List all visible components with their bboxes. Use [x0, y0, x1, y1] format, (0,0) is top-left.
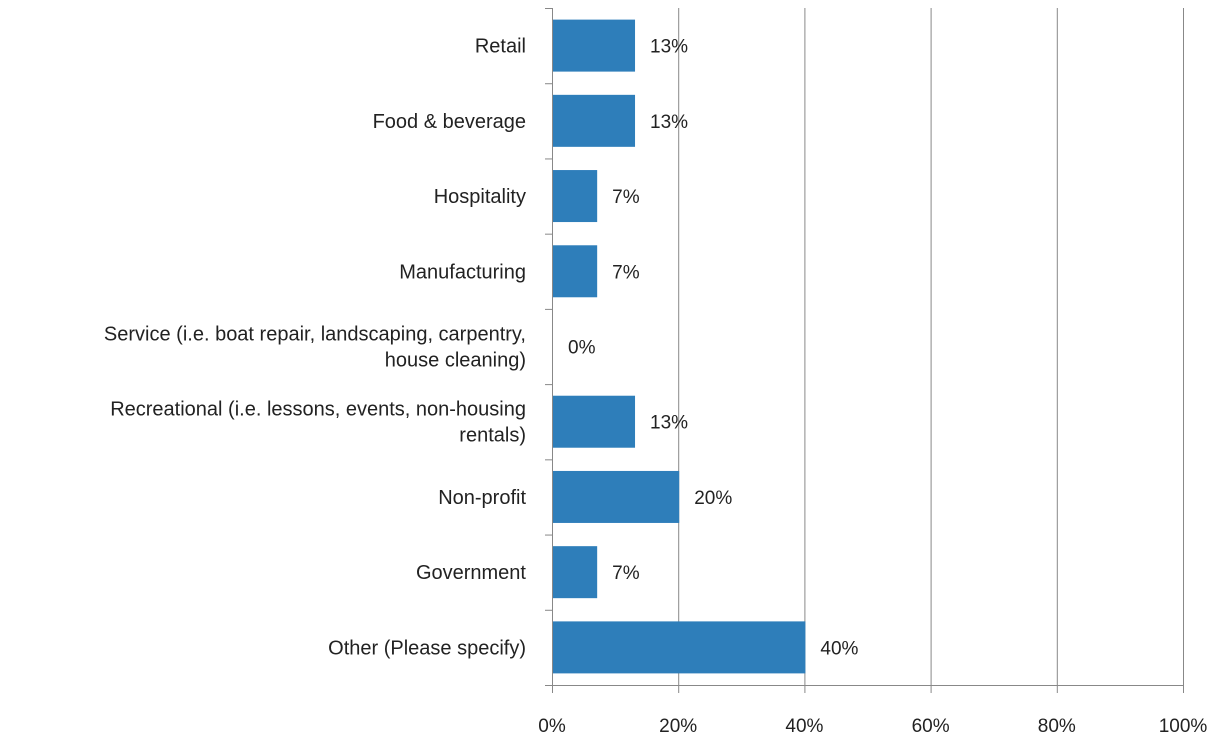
data-label: 7%: [612, 262, 640, 283]
category-label: Government: [416, 562, 526, 584]
x-tick-label: 20%: [659, 716, 697, 737]
bar: [553, 471, 679, 523]
category-label: rentals): [459, 425, 526, 447]
data-label: 13%: [650, 112, 688, 133]
category-label: Service (i.e. boat repair, landscaping, …: [104, 324, 526, 346]
gridlines: [679, 8, 1184, 685]
x-tick-label: 80%: [1038, 716, 1076, 737]
data-label: 7%: [612, 563, 640, 584]
bar: [553, 621, 805, 673]
data-label: 7%: [612, 187, 640, 208]
category-label: Recreational (i.e. lessons, events, non-…: [110, 399, 526, 421]
data-label: 0%: [568, 338, 596, 359]
category-label: Food & beverage: [373, 111, 526, 133]
category-label: Other (Please specify): [328, 637, 526, 659]
bar: [553, 20, 635, 72]
bar: [553, 396, 635, 448]
bar: [553, 245, 597, 297]
data-label: 13%: [650, 413, 688, 434]
x-tick-label: 0%: [538, 716, 566, 737]
bar: [553, 170, 597, 222]
x-tick-label: 60%: [912, 716, 950, 737]
data-label: 40%: [820, 638, 858, 659]
category-label: Non-profit: [438, 487, 526, 509]
axes: [545, 8, 1184, 693]
bar: [553, 95, 635, 147]
data-label: 20%: [694, 488, 732, 509]
category-label: Manufacturing: [399, 261, 526, 283]
x-tick-label: 100%: [1159, 716, 1208, 737]
x-tick-label: 40%: [785, 716, 823, 737]
data-label: 13%: [650, 37, 688, 58]
category-label: Retail: [475, 36, 526, 58]
bar: [553, 546, 597, 598]
category-label: house cleaning): [385, 350, 526, 372]
category-label: Hospitality: [434, 186, 526, 208]
